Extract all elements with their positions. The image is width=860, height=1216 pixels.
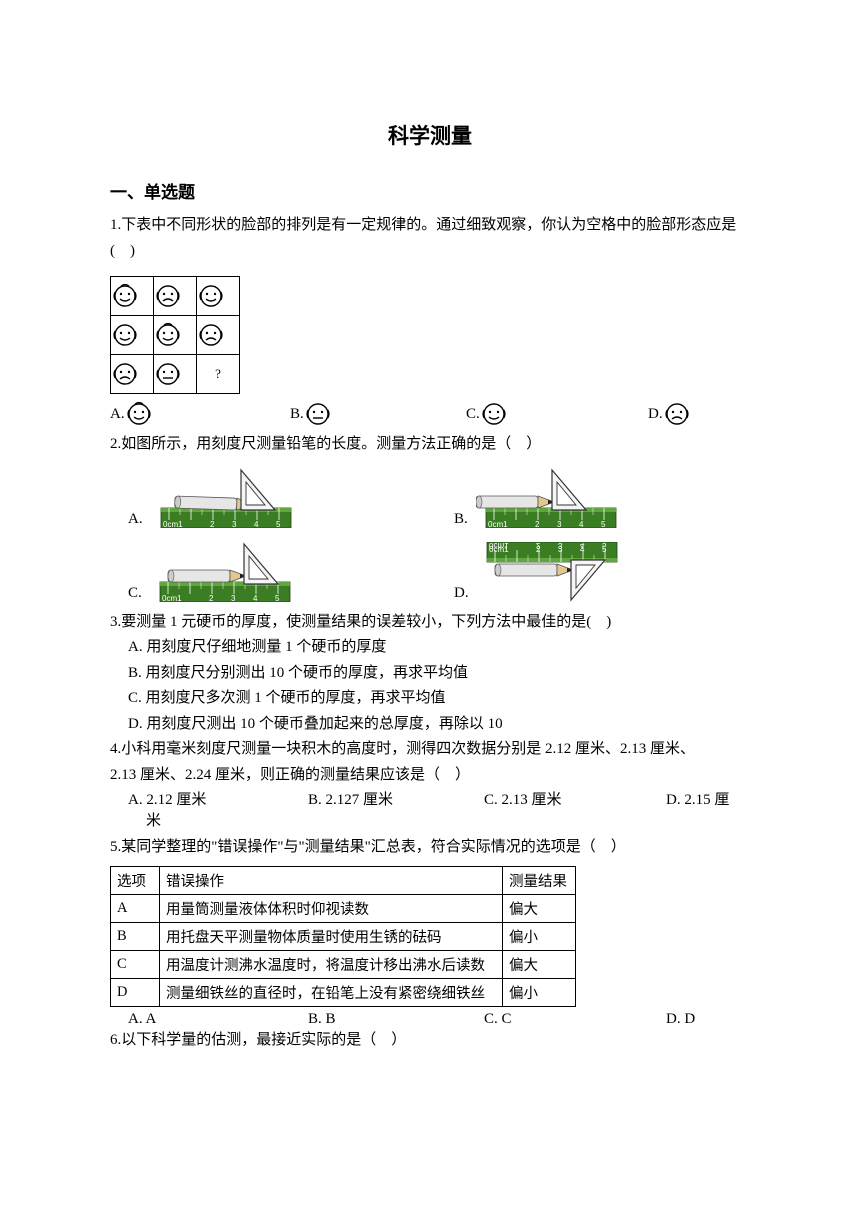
q3-opt-B: B. 用刻度尺分别测出 10 个硬币的厚度，再求平均值 (110, 661, 750, 687)
q4-stem-line2: 2.13 厘米、2.24 厘米，则正确的测量结果应该是（ ） (110, 763, 750, 789)
q2-opt-A-label: A. (128, 511, 143, 528)
q4-opt-A: A. 2.12 厘米 (128, 788, 308, 809)
q2-opt-B-label: B. (454, 511, 468, 528)
face-icon (663, 400, 693, 428)
q2-opt-D-label: D. (454, 585, 469, 602)
q1-opt-B-label: B. (290, 406, 304, 423)
face-icon (125, 400, 155, 428)
grid-cell (197, 316, 240, 355)
table-row: C 用温度计测沸水温度时，将温度计移出沸水后读数 偏大 (111, 951, 576, 979)
ruler-diagram-B (476, 468, 626, 528)
face-icon (304, 400, 334, 428)
q2-stem: 2.如图所示，用刻度尺测量铅笔的长度。测量方法正确的是（ ） (110, 432, 750, 458)
table-row: D 测量细铁丝的直径时，在铅笔上没有紧密绕细铁丝 偏小 (111, 979, 576, 1007)
table-row: A 用量筒测量液体体积时仰视读数 偏大 (111, 895, 576, 923)
q1-opt-C-label: C. (466, 406, 480, 423)
q4-stem-line1: 4.小科用毫米刻度尺测量一块积木的高度时，测得四次数据分别是 2.12 厘米、2… (110, 737, 750, 763)
q3-opt-D: D. 用刻度尺测出 10 个硬币叠加起来的总厚度，再除以 10 (110, 712, 750, 738)
q5-options: A. A B. B C. C D. D (110, 1011, 750, 1028)
q6-stem: 6.以下科学量的估测，最接近实际的是（ ） (110, 1028, 750, 1054)
svg-text:4: 4 (580, 545, 585, 554)
grid-cell-unknown: ? (197, 355, 240, 394)
q5-opt-C: C. C (484, 1011, 666, 1028)
q5-opt-A: A. A (128, 1011, 308, 1028)
q2-opt-C-label: C. (128, 585, 142, 602)
table-header: 错误操作 (160, 867, 503, 895)
q4-options: A. 2.12 厘米 B. 2.127 厘米 C. 2.13 厘米 D. 2.1… (110, 788, 750, 809)
q5-opt-B: B. B (308, 1011, 484, 1028)
svg-text:5: 5 (602, 545, 607, 554)
page: 科学测量 一、单选题 1.下表中不同形状的脸部的排列是有一定规律的。通过细致观察… (0, 0, 860, 1094)
svg-text:0cm1: 0cm1 (489, 545, 509, 554)
q1-opt-D-label: D. (648, 406, 663, 423)
grid-cell (197, 277, 240, 316)
ruler-diagram-A (151, 468, 301, 528)
q3-opt-C: C. 用刻度尺多次测 1 个硬币的厚度，再求平均值 (110, 686, 750, 712)
grid-cell (154, 277, 197, 316)
grid-cell (154, 355, 197, 394)
q3-stem: 3.要测量 1 元硬币的厚度，使测量结果的误差较小，下列方法中最佳的是( ) (110, 610, 750, 636)
grid-cell (111, 355, 154, 394)
table-row: B 用托盘天平测量物体质量时使用生锈的砝码 偏小 (111, 923, 576, 951)
doc-title: 科学测量 (110, 120, 750, 150)
q1-options: A. B. C. D. (110, 400, 750, 428)
section-heading: 一、单选题 (110, 178, 750, 203)
q5-stem: 5.某同学整理的"错误操作"与"测量结果"汇总表，符合实际情况的选项是（ ） (110, 835, 750, 861)
grid-cell (111, 316, 154, 355)
q4-opt-D-cont: 米 (110, 809, 750, 835)
table-row: 选项 错误操作 测量结果 (111, 867, 576, 895)
q1-opt-A-label: A. (110, 406, 125, 423)
grid-cell (154, 316, 197, 355)
q1-stem: 1.下表中不同形状的脸部的排列是有一定规律的。通过细致观察，你认为空格中的脸部形… (110, 213, 750, 264)
face-icon (480, 400, 510, 428)
svg-text:2: 2 (536, 545, 541, 554)
q4-opt-B: B. 2.127 厘米 (308, 788, 484, 809)
table-header: 选项 (111, 867, 160, 895)
ruler-diagram-D: 0cm1 2 3 4 5 (477, 542, 627, 602)
grid-cell (111, 277, 154, 316)
svg-text:3: 3 (558, 545, 563, 554)
q5-opt-D: D. D (666, 1011, 695, 1028)
q3-opt-A: A. 用刻度尺仔细地测量 1 个硬币的厚度 (110, 635, 750, 661)
q4-opt-D: D. 2.15 厘 (666, 788, 729, 809)
table-header: 测量结果 (503, 867, 576, 895)
q2-figures: A. B. C. D. (110, 468, 750, 602)
ruler-diagram-C (150, 542, 300, 602)
q1-face-grid: ? (110, 276, 240, 394)
q4-opt-C: C. 2.13 厘米 (484, 788, 666, 809)
q5-table: 选项 错误操作 测量结果 A 用量筒测量液体体积时仰视读数 偏大 B 用托盘天平… (110, 866, 576, 1007)
